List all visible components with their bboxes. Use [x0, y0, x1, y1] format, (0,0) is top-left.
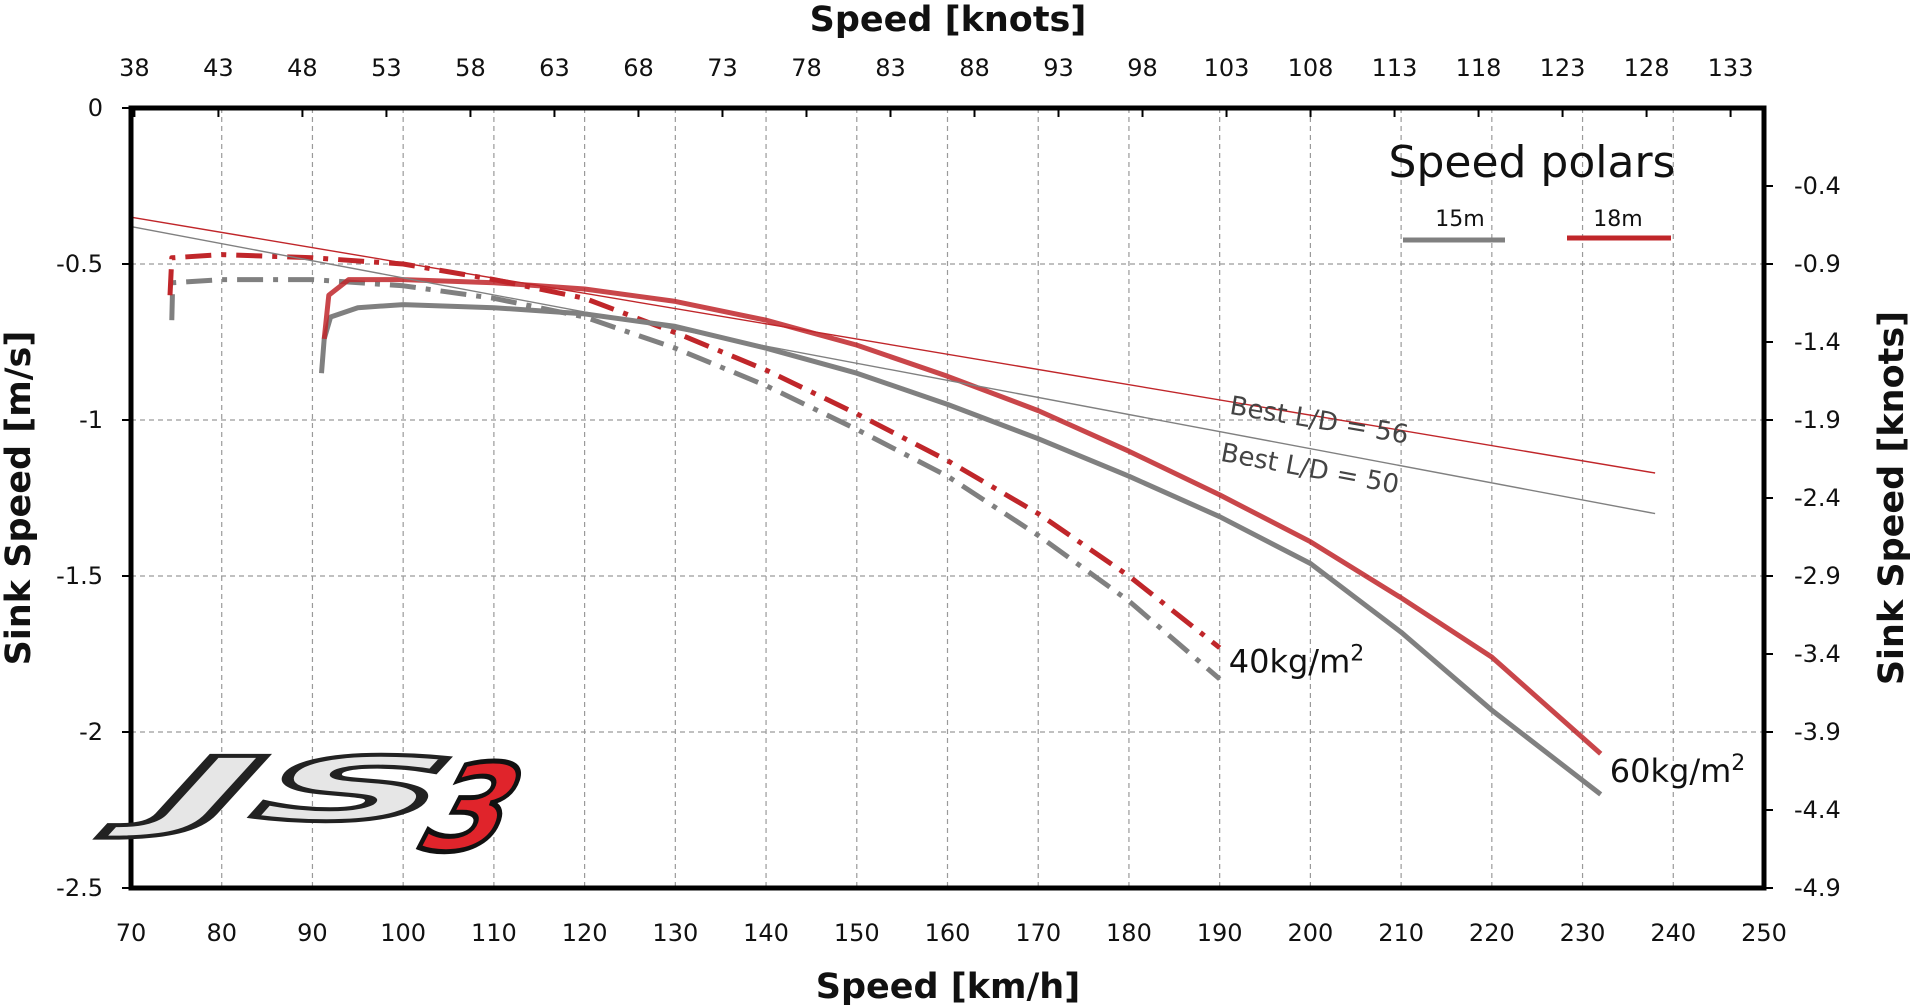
x-tick-120: 120: [562, 919, 608, 947]
tick-labels: 70 80 90 100 110 120 130 140 150 160 170 180 190 200 2…: [56, 54, 1841, 947]
y2-tick--3.4: -3.4: [1794, 640, 1841, 668]
x-tick-240: 240: [1650, 919, 1696, 947]
logo-js-outline: JS: [99, 739, 466, 841]
x2-tick-88: 88: [959, 54, 990, 82]
x-axis-title-bottom: Speed [km/h]: [816, 967, 1080, 1006]
x2-tick-48: 48: [287, 54, 318, 82]
x2-tick-123: 123: [1540, 54, 1586, 82]
series-18m-40kg-m2: [167, 252, 1222, 650]
y2-tick--0.4: -0.4: [1794, 172, 1841, 200]
y-tick--1.5: -1.5: [56, 562, 103, 590]
x2-tick-133: 133: [1708, 54, 1754, 82]
legend-title: Speed polars: [1389, 137, 1676, 188]
x-axis-title-top: Speed [knots]: [810, 0, 1087, 40]
wing-loading-60-sup: 2: [1731, 751, 1745, 776]
x-tick-210: 210: [1378, 919, 1424, 947]
wing-loading-40-sup: 2: [1350, 642, 1364, 667]
legend-label-15m: 15m: [1435, 207, 1484, 232]
y-tick--0.5: -0.5: [56, 250, 103, 278]
wing-loading-60-text: 60kg/m: [1610, 752, 1732, 790]
x2-tick-63: 63: [539, 54, 570, 82]
series-18m-60kg-m2: [321, 277, 1603, 756]
y2-tick--1.4: -1.4: [1794, 328, 1841, 356]
y2-tick--4.9: -4.9: [1794, 874, 1841, 902]
series-15m-60kg-m2: [319, 302, 1603, 797]
x2-tick-58: 58: [455, 54, 486, 82]
x-tick-190: 190: [1197, 919, 1243, 947]
x-tick-100: 100: [380, 919, 426, 947]
series-best-l-d-50: [130, 225, 1656, 515]
series-best-l-d-56: [130, 216, 1656, 474]
x2-tick-103: 103: [1204, 54, 1250, 82]
x2-tick-93: 93: [1043, 54, 1074, 82]
x2-tick-53: 53: [371, 54, 402, 82]
legend-label-18m: 18m: [1593, 207, 1642, 232]
x-tick-90: 90: [297, 919, 328, 947]
x-tick-250: 250: [1741, 919, 1787, 947]
x-tick-110: 110: [471, 919, 517, 947]
y-tick-0: 0: [88, 94, 103, 122]
x2-tick-118: 118: [1456, 54, 1502, 82]
y-axis-title-left: Sink Speed [m/s]: [0, 331, 39, 666]
gridlines: [131, 108, 1764, 888]
x-tick-230: 230: [1560, 919, 1606, 947]
x-tick-80: 80: [206, 919, 237, 947]
x-tick-180: 180: [1106, 919, 1152, 947]
x-tick-160: 160: [925, 919, 971, 947]
x2-tick-68: 68: [623, 54, 654, 82]
best-ld-50-label: Best L/D = 50: [1218, 438, 1401, 500]
y2-tick--1.9: -1.9: [1794, 406, 1841, 434]
x2-tick-38: 38: [119, 54, 150, 82]
x-tick-200: 200: [1287, 919, 1333, 947]
legend: Speed polars 15m 18m: [1389, 137, 1676, 243]
x-tick-220: 220: [1469, 919, 1515, 947]
x2-tick-43: 43: [203, 54, 234, 82]
x2-tick-128: 128: [1624, 54, 1670, 82]
x2-tick-108: 108: [1288, 54, 1334, 82]
x-tick-140: 140: [743, 919, 789, 947]
y-tick--2: -2: [79, 718, 103, 746]
series-15m-40kg-m2: [169, 277, 1222, 681]
y2-tick--3.9: -3.9: [1794, 718, 1841, 746]
y-axis-title-right: Sink Speed [knots]: [1872, 311, 1912, 685]
y-tick--1: -1: [79, 406, 103, 434]
x-tick-70: 70: [116, 919, 147, 947]
wing-loading-60-label: 60kg/m2: [1610, 751, 1746, 790]
y-tick--2.5: -2.5: [56, 874, 103, 902]
x2-tick-98: 98: [1127, 54, 1158, 82]
y2-tick--2.4: -2.4: [1794, 484, 1841, 512]
data-series: [130, 216, 1656, 797]
x2-tick-113: 113: [1372, 54, 1418, 82]
x2-tick-78: 78: [791, 54, 822, 82]
wing-loading-40-text: 40kg/m: [1229, 643, 1351, 681]
wing-loading-40-label: 40kg/m2: [1229, 642, 1365, 681]
x2-tick-83: 83: [875, 54, 906, 82]
best-ld-56-label: Best L/D = 56: [1228, 391, 1411, 450]
y2-tick--4.4: -4.4: [1794, 796, 1841, 824]
x-tick-150: 150: [834, 919, 880, 947]
y2-tick--0.9: -0.9: [1794, 250, 1841, 278]
x-tick-130: 130: [652, 919, 698, 947]
x2-tick-73: 73: [707, 54, 738, 82]
y2-tick--2.9: -2.9: [1794, 562, 1841, 590]
x-tick-170: 170: [1015, 919, 1061, 947]
